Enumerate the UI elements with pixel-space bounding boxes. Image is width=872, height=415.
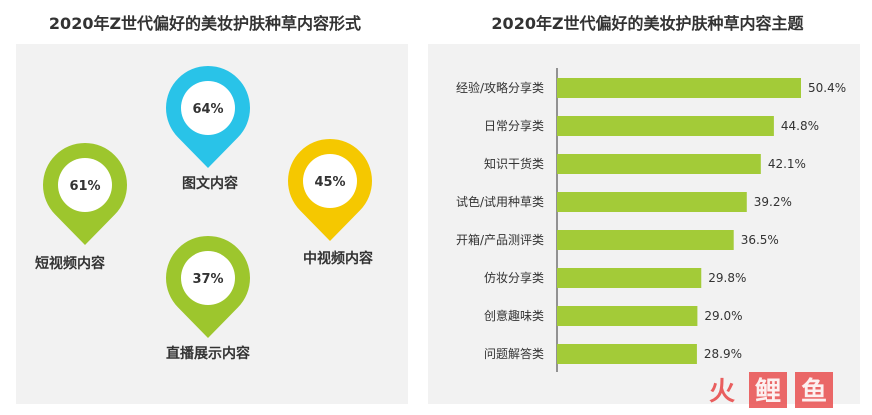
- category-label: 知识干货类: [484, 156, 544, 171]
- value-label: 36.5%: [741, 233, 779, 247]
- value-label: 29.8%: [708, 271, 746, 285]
- value-label: 42.1%: [768, 157, 806, 171]
- watermark-tile: [795, 372, 833, 408]
- pin-inner-circle: [303, 154, 357, 208]
- bar: [557, 268, 702, 288]
- pin-percent-label: 45%: [314, 175, 345, 190]
- pin-percent-label: 61%: [69, 179, 100, 194]
- pin-inner-circle: [181, 251, 235, 305]
- bar: [557, 344, 697, 364]
- category-label: 试色/试用种草类: [456, 194, 544, 209]
- bar: [557, 116, 774, 136]
- category-label: 仿妆分享类: [484, 270, 544, 285]
- bar: [557, 78, 801, 98]
- category-label: 问题解答类: [484, 346, 544, 361]
- bar: [557, 230, 734, 250]
- value-label: 50.4%: [808, 81, 846, 95]
- pin-percent-label: 64%: [192, 102, 223, 117]
- pin-category-label: 直播展示内容: [166, 345, 250, 362]
- watermark-tile: [749, 372, 787, 408]
- bar: [557, 306, 698, 326]
- pin-percent-label: 37%: [192, 272, 223, 287]
- watermark-char: 鲤: [755, 377, 781, 407]
- pin-category-label: 短视频内容: [35, 255, 105, 272]
- category-label: 开箱/产品测评类: [456, 232, 544, 247]
- bar: [557, 192, 747, 212]
- watermark-char: 火: [709, 377, 735, 407]
- bar: [557, 154, 761, 174]
- category-label: 经验/攻略分享类: [456, 80, 544, 95]
- pin-category-label: 中视频内容: [303, 250, 373, 267]
- value-label: 29.0%: [704, 309, 742, 323]
- value-label: 39.2%: [754, 195, 792, 209]
- pin-category-label: 图文内容: [182, 175, 238, 192]
- value-label: 28.9%: [704, 347, 742, 361]
- value-label: 44.8%: [781, 119, 819, 133]
- left-chart-title: 2020年Z世代偏好的美妆护肤种草内容形式: [48, 14, 362, 33]
- pin-inner-circle: [58, 158, 112, 212]
- watermark-char: 鱼: [801, 377, 827, 407]
- pin-inner-circle: [181, 81, 235, 135]
- right-chart-title: 2020年Z世代偏好的美妆护肤种草内容主题: [491, 14, 804, 33]
- category-label: 创意趣味类: [484, 308, 544, 323]
- category-label: 日常分享类: [484, 118, 544, 133]
